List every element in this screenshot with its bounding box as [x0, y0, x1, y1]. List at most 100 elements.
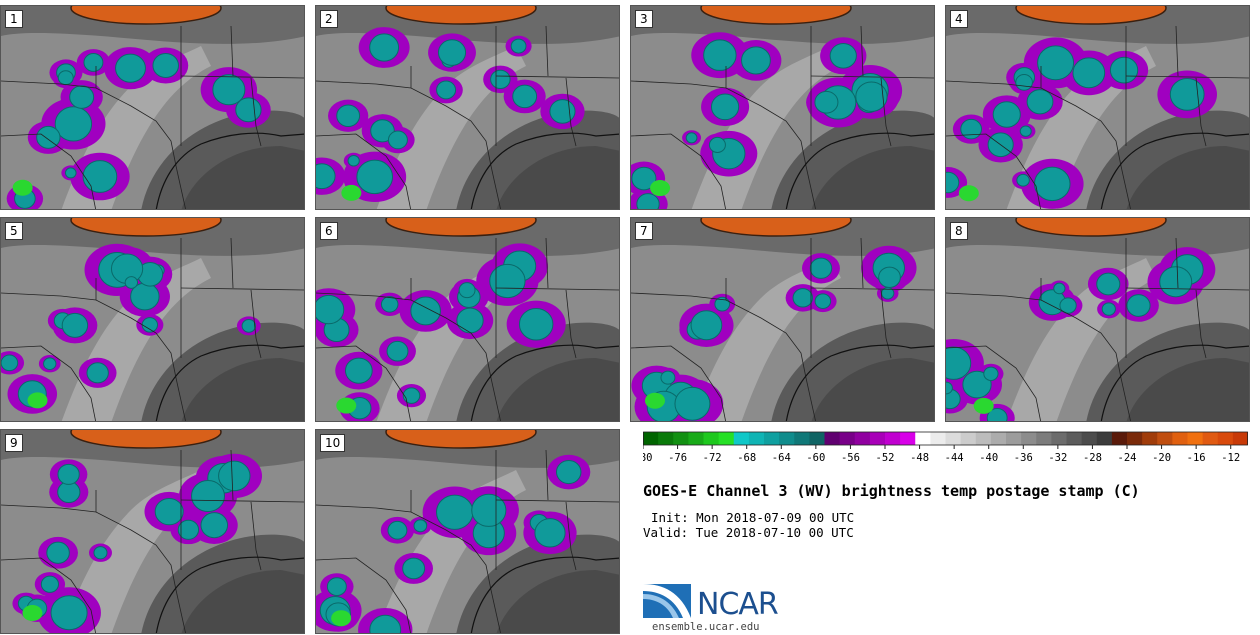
state-boundary: [565, 289, 577, 359]
valid-time: Valid: Tue 2018-07-10 00 UTC: [643, 525, 854, 540]
panel-number-label: 7: [635, 222, 653, 240]
cold-cloud-green: [644, 392, 665, 409]
state-boundary: [1, 292, 186, 421]
cold-cloud-teal: [369, 614, 402, 633]
coastline: [1100, 344, 1249, 421]
stamp-map: [316, 6, 619, 209]
colorbar-tick-label: -28: [1083, 452, 1102, 464]
cold-cloud-teal: [43, 357, 57, 371]
stamp-panel-6: 6: [315, 217, 620, 422]
stamp-panel-3: 3: [630, 5, 935, 210]
cold-cloud-teal: [54, 106, 93, 142]
stamp-panel-7: 7: [630, 217, 935, 422]
cold-cloud-teal: [490, 69, 511, 90]
cold-cloud-teal: [437, 39, 467, 66]
cold-cloud-teal: [386, 340, 409, 362]
state-boundary: [1, 345, 97, 421]
coastline: [470, 132, 619, 209]
state-boundary: [1175, 25, 1179, 77]
cold-cloud-teal: [344, 357, 373, 384]
cold-cloud-teal: [1109, 56, 1139, 84]
cold-cloud-teal: [685, 132, 698, 144]
state-boundary: [1, 133, 97, 209]
stamp-map: [1, 6, 304, 209]
cold-cloud-green: [12, 179, 33, 196]
cold-cloud-teal: [83, 53, 104, 72]
colorbar-tick-label: -44: [945, 452, 964, 464]
colorbar-segment: [945, 432, 962, 445]
colorbar-segment: [1142, 432, 1158, 445]
cold-cloud-teal: [1034, 166, 1071, 202]
colorbar-segment: [1066, 432, 1083, 445]
cold-cloud-teal: [992, 101, 1021, 128]
panel-number-label: 8: [950, 222, 968, 240]
cold-cloud-teal: [814, 293, 832, 309]
cold-cloud-teal: [458, 282, 476, 299]
cold-cloud-teal: [1053, 282, 1066, 295]
cold-cloud-teal: [369, 33, 400, 62]
cold-cloud-green: [336, 397, 357, 414]
colorbar-tick-label: -24: [1118, 452, 1137, 464]
state-boundary: [565, 501, 577, 571]
cold-cloud-teal: [878, 266, 901, 288]
cold-cloud-teal: [115, 53, 146, 83]
colorbar-segment: [960, 432, 977, 445]
colorbar-segment: [885, 432, 901, 445]
cold-cloud-teal: [710, 93, 740, 121]
state-boundary: [631, 345, 727, 421]
state-boundary: [946, 345, 1042, 421]
panel-number-label: 3: [635, 10, 653, 28]
colorbar-segment: [748, 432, 765, 445]
init-time: Init: Mon 2018-07-09 00 UTC: [651, 510, 855, 525]
state-boundary: [880, 77, 892, 147]
cold-cloud-teal: [177, 519, 200, 540]
cold-cloud-teal: [946, 381, 953, 395]
state-boundary: [230, 237, 234, 289]
cold-cloud-teal: [218, 460, 251, 492]
cold-cloud-teal: [436, 80, 457, 100]
panel-number-label: 1: [5, 10, 23, 28]
colorbar-segment: [809, 432, 826, 445]
cold-cloud-teal: [1037, 45, 1075, 81]
state-boundary: [316, 557, 412, 633]
cold-cloud-teal: [549, 99, 576, 124]
ncar-logo: [643, 584, 691, 618]
cold-cloud-teal: [1026, 89, 1054, 115]
state-boundary: [631, 292, 816, 421]
state-boundary: [1195, 77, 1207, 147]
state-boundary: [495, 287, 619, 291]
colorbar-segment: [900, 432, 916, 445]
colorbar-segment: [1006, 432, 1022, 445]
stamp-map: [316, 430, 619, 633]
state-boundary: [180, 499, 304, 503]
cold-cloud-green: [958, 185, 979, 202]
cold-cloud-teal: [46, 541, 70, 564]
state-boundary: [946, 133, 1042, 209]
cold-cloud-teal: [50, 595, 88, 631]
colorbar-segment: [794, 432, 810, 445]
colorbar-tick-label: -76: [668, 452, 687, 464]
cold-cloud-teal: [674, 386, 711, 421]
cold-cloud-teal: [200, 512, 229, 539]
cold-cloud-teal: [1, 354, 19, 372]
state-boundary: [545, 237, 549, 289]
cold-cloud-teal: [93, 546, 108, 560]
stamp-map: [631, 6, 934, 209]
colorbar-segment: [824, 432, 841, 445]
colorbar-segment: [643, 432, 659, 445]
cold-cloud-teal: [413, 519, 428, 533]
state-boundary: [880, 289, 892, 359]
stamp-panel-2: 2: [315, 5, 620, 210]
colorbar-segment: [1051, 432, 1068, 445]
cold-cloud-teal: [64, 167, 77, 179]
stamp-map: [316, 218, 619, 421]
stamp-panel-5: 5: [0, 217, 305, 422]
stamp-panel-8: 8: [945, 217, 1250, 422]
cold-cloud-teal: [82, 160, 118, 193]
cold-cloud-teal: [316, 163, 336, 190]
colorbar-tick-label: -64: [772, 452, 791, 464]
cold-cloud-teal: [36, 125, 61, 149]
cold-cloud-teal: [960, 118, 983, 140]
cold-cloud-teal: [370, 119, 395, 143]
cold-cloud-teal: [510, 38, 527, 54]
